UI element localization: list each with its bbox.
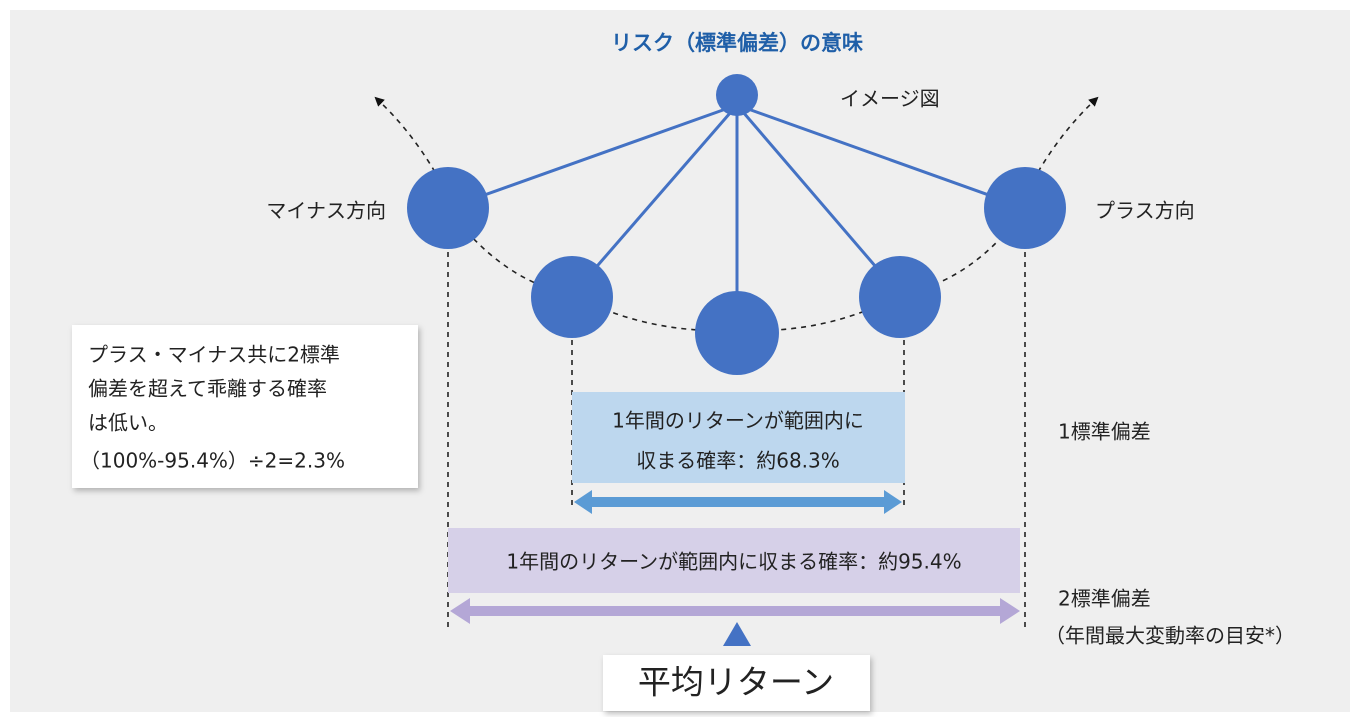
mean-label: 平均リターン (638, 663, 834, 702)
note-box (72, 325, 418, 488)
two-sigma-box (448, 528, 1020, 593)
right-label: プラス方向 (1095, 199, 1195, 223)
one-sigma-text: 1年間のリターンが範囲内に (612, 409, 864, 433)
one-sigma-text: 収まる確率：約68.3% (636, 449, 840, 473)
title: リスク（標準偏差）の意味 (611, 31, 863, 55)
two-sigma-arrow (450, 598, 1020, 624)
left-label: マイナス方向 (266, 199, 386, 223)
two-sigma-text: 1年間のリターンが範囲内に収まる確率：約95.4% (506, 550, 961, 574)
note-line: プラス・マイナス共に2標準 (88, 343, 340, 367)
note-line: 偏差を超えて乖離する確率 (88, 377, 327, 401)
pendulum (374, 74, 1099, 632)
image-label: イメージ図 (840, 87, 940, 111)
one-sigma-label: 1標準偏差 (1058, 420, 1151, 444)
mean-marker (723, 622, 751, 646)
one-sigma-box (572, 392, 905, 483)
note-line: は低い。 (88, 411, 168, 435)
two-sigma-label: 2標準偏差 (1058, 587, 1151, 611)
two-sigma-label: （年間最大変動率の目安*） (1045, 624, 1295, 648)
mean-box (603, 655, 870, 711)
note-line: （100%-95.4%）÷2=2.3% (80, 449, 345, 473)
one-sigma-arrow (574, 490, 902, 514)
